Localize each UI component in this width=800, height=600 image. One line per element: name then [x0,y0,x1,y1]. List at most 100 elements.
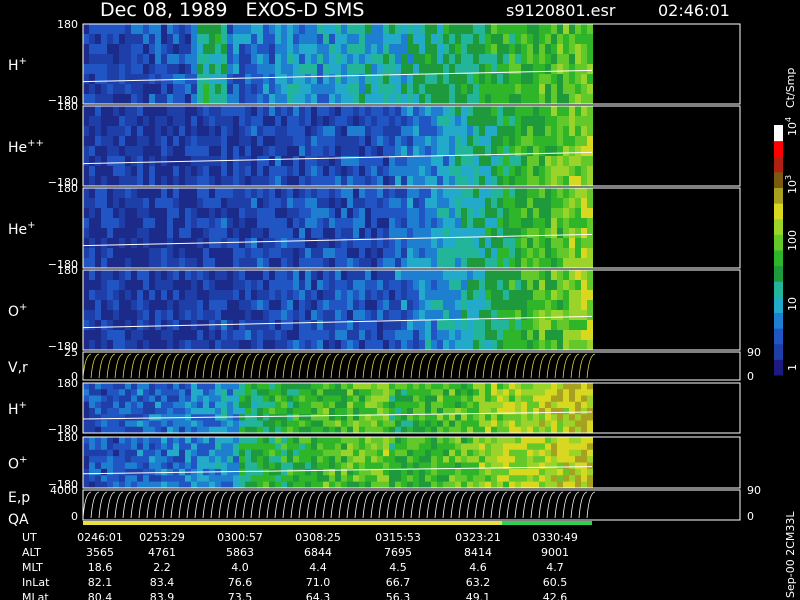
spectrogram-cell [545,426,551,434]
spectrogram-cell [161,218,167,229]
spectrogram-cell [383,280,389,291]
spectrogram-cell [551,320,557,331]
spectrogram-cell [119,383,125,390]
spectrogram-cell [203,34,209,45]
spectrogram-cell [311,166,317,177]
spectrogram-cell [575,340,581,351]
spectrogram-cell [581,176,587,187]
spectrogram-cell [425,24,431,35]
spectrogram-cell [317,389,323,396]
spectrogram-cell [467,208,473,219]
spectrogram-cell [287,116,293,127]
spectrogram-cell [539,340,545,351]
spectrogram-cell [185,340,191,351]
spectrogram-cell [329,310,335,321]
spectrogram-cell [227,258,233,269]
velocity-trace [82,353,596,379]
spectrogram-cell [467,340,473,351]
spectrogram-cell [449,443,455,451]
spectrogram-cell [581,481,587,489]
spectrogram-cell [383,401,389,409]
spectrogram-cell [137,330,143,341]
label-sup: + [19,56,27,67]
spectrogram-cell [131,126,137,137]
spectrogram-cell [563,270,569,281]
spectrogram-cell [275,84,281,95]
spectrogram-cell [539,34,545,45]
spectrogram-cell [473,54,479,65]
spectrogram-cell [191,54,197,65]
spectrogram-cell [527,54,533,65]
spectrogram-cell [407,188,413,199]
tick-label: 0 [71,370,78,383]
spectrogram-cell [83,228,89,239]
spectrogram-cell [365,300,371,311]
spectrogram-cell [293,218,299,229]
spectrogram-cell [425,395,431,403]
spectrogram-cell [329,395,335,403]
spectrogram-cell [233,116,239,127]
spectrogram-cell [443,414,449,421]
spectrogram-cell [287,437,293,444]
spectrogram-cell [557,258,563,269]
spectrogram-cell [149,270,155,281]
spectrogram-cell [479,44,485,55]
panel-frame [82,187,741,269]
spectrogram-cell [167,280,173,291]
spectrogram-cell [149,462,155,470]
spectrogram-cell [119,84,125,95]
spectrogram-cell [287,44,293,55]
spectrogram-cell [137,64,143,75]
spectrogram-cell [413,64,419,75]
spectrogram-cell [131,401,137,409]
spectrogram-cell [287,426,293,434]
spectrogram-cell [395,248,401,259]
spectrogram-cell [449,208,455,219]
spectrogram-cell [275,280,281,291]
spectrogram-cell [509,84,515,95]
spectrogram-cell [263,475,269,483]
spectrogram-cell [539,449,545,457]
spectrogram-cell [359,208,365,219]
spectrogram-cell [341,198,347,209]
spectrogram-cell [533,475,539,483]
footer-value: 4.4 [309,561,327,574]
spectrogram-cell [563,74,569,85]
spectrogram-cell [527,401,533,409]
spectrogram-cell [407,84,413,95]
spectrogram-cell [557,24,563,35]
spectrogram-cell [353,462,359,470]
spectrogram-cell [149,238,155,249]
spectrogram-cell [509,24,515,35]
spectrogram-cell [137,258,143,269]
spectrogram-cell [275,270,281,281]
spectrogram-cell [569,330,575,341]
spectrogram-cell [491,280,497,291]
spectrogram-cell [425,462,431,470]
spectrogram-cell [113,443,119,451]
spectrogram-cell [437,34,443,45]
spectrogram-cell [515,248,521,259]
spectrogram-cell [359,84,365,95]
spectrogram-cell [521,228,527,239]
tick-exp: 4 [784,117,793,122]
spectrogram-cell [479,383,485,390]
spectrogram-cell [149,420,155,428]
spectrogram-cell [359,449,365,457]
spectrogram-cell [215,166,221,177]
spectrogram-cell [179,437,185,444]
spectrogram-cell [119,54,125,65]
spectrogram-cell [401,310,407,321]
spectrogram-cell [311,340,317,351]
spectrogram-cell [383,136,389,147]
spectrogram-cell [527,218,533,229]
spectrogram-cell [197,437,203,444]
spectrogram-cell [359,126,365,137]
tick-label: 25 [64,346,78,359]
spectrogram-cell [479,258,485,269]
spectrogram-cell [335,270,341,281]
spectrogram-cell [89,340,95,351]
spectrogram-cell [419,320,425,331]
spectrogram-cell [215,401,221,409]
spectrogram-cell [407,330,413,341]
